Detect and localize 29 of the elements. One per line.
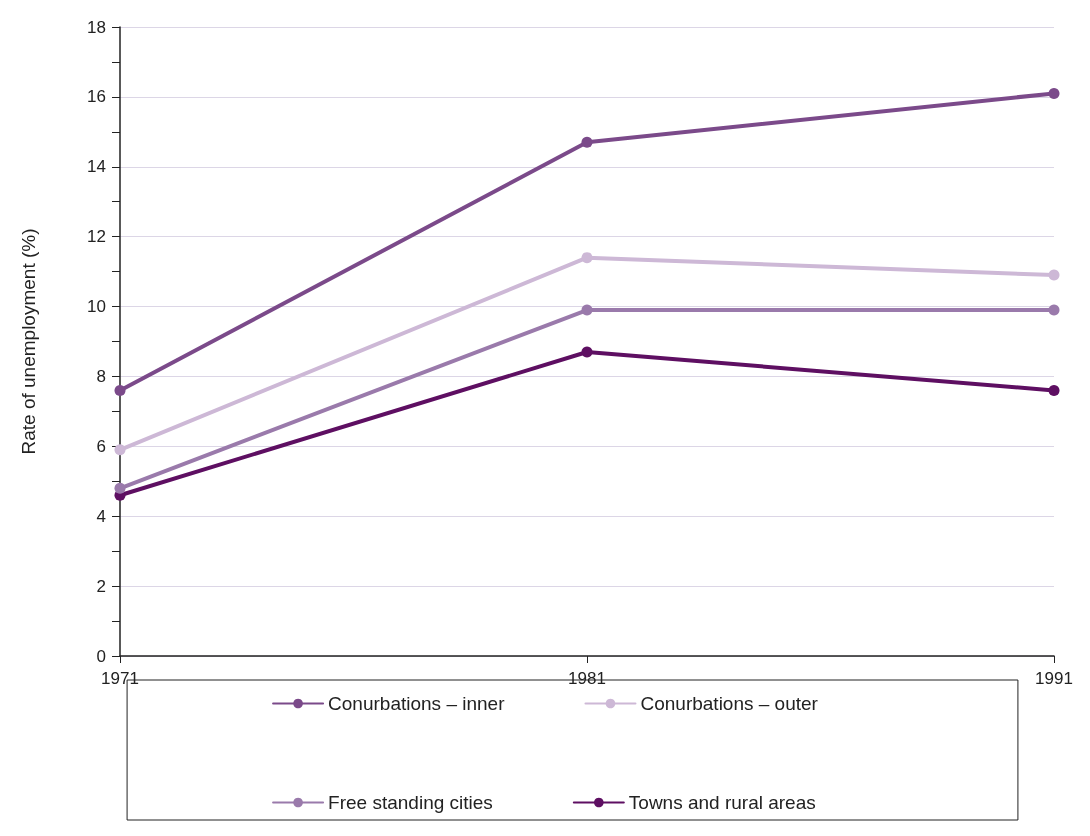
y-axis-title: Rate of unemployment (%) <box>18 228 39 455</box>
y-tick-label: 10 <box>87 297 106 317</box>
y-tick-label: 2 <box>96 576 106 596</box>
point <box>1048 87 1060 99</box>
y-tick-label: 6 <box>96 436 106 456</box>
y-tick-label: 18 <box>87 17 106 37</box>
y-tick-label: 16 <box>87 87 106 107</box>
point <box>581 252 593 264</box>
y-tick-label: 4 <box>96 506 106 526</box>
y-tick-label: 14 <box>87 157 106 177</box>
x-tick-label: 1981 <box>568 669 606 688</box>
point <box>581 346 593 358</box>
x-tick-label: 1971 <box>101 669 139 688</box>
y-tick-label: 8 <box>96 366 106 386</box>
legend-label: Conurbations – outer <box>640 693 819 714</box>
point <box>581 136 593 148</box>
legend-label: Conurbations – inner <box>328 693 506 714</box>
legend-label: Free standing cities <box>328 792 493 813</box>
point <box>1048 384 1060 396</box>
legend-label: Towns and rural areas <box>628 792 816 813</box>
point <box>114 482 126 494</box>
y-tick-label: 0 <box>96 646 106 666</box>
x-tick-label: 1991 <box>1035 669 1073 688</box>
point <box>1048 304 1060 316</box>
point <box>114 444 126 456</box>
point <box>1048 269 1060 281</box>
point <box>581 304 593 316</box>
point <box>114 384 126 396</box>
y-tick-label: 12 <box>87 227 106 247</box>
